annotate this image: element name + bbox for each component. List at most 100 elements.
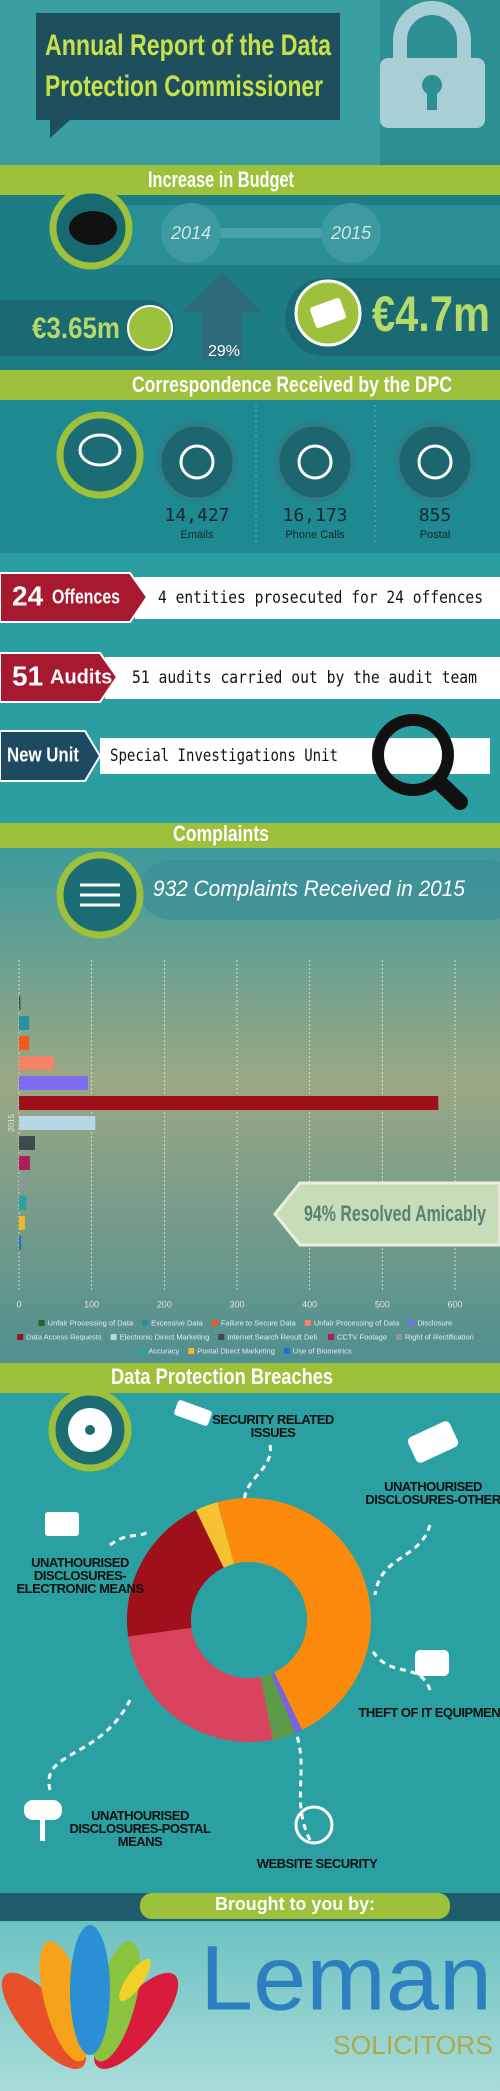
- section-title: Data Protection Breaches: [111, 1364, 333, 1389]
- resolved: 94% Resolved Amicably: [304, 1201, 487, 1226]
- year: 2015: [330, 223, 372, 243]
- bar: [19, 1076, 89, 1090]
- amount-pill: [0, 300, 175, 356]
- bar: [19, 1036, 30, 1050]
- legend-label: Postal Direct Marketing: [197, 1346, 275, 1355]
- title-box: [36, 13, 340, 138]
- lock-hole: [427, 88, 437, 110]
- legend-label: Internet Search Result Deli.: [227, 1332, 319, 1341]
- headline-bubble: [140, 860, 500, 920]
- amount: €3.65m: [32, 312, 120, 345]
- legend-swatch: [218, 1334, 225, 1340]
- legend-label: Right of Rectification: [405, 1332, 474, 1341]
- legend-label: Unfair Processing of Data: [48, 1318, 134, 1327]
- bar: [19, 1056, 54, 1070]
- legend-swatch: [283, 1348, 290, 1354]
- slice-label: UNATHOURISED DISCLOSURES-ELECTRONIC MEAN…: [16, 1555, 144, 1596]
- text-box: [100, 738, 490, 774]
- legend-label: Accuracy: [148, 1346, 179, 1355]
- legend-swatch: [17, 1334, 24, 1340]
- label-tag: [0, 730, 102, 782]
- bar: [19, 1096, 439, 1110]
- band: [0, 1363, 500, 1393]
- year-circle: [161, 203, 221, 263]
- count: 855: [419, 505, 452, 526]
- legend-swatch: [188, 1348, 195, 1354]
- donut-chart: [127, 1498, 371, 1742]
- bar-chart: 0 100 200 300 400 500 600 2015 Unfair Processing…: [7, 960, 474, 1355]
- slice-label: SECURITY RELATED ISSUES: [212, 1412, 334, 1440]
- bar: [19, 1136, 35, 1150]
- x-tick-label: 500: [375, 1299, 390, 1309]
- bar: [19, 1016, 30, 1030]
- headline: 932 Complaints Received in 2015: [153, 876, 466, 901]
- lock-shackle: [393, 1, 471, 60]
- legend-label: Unfair Processing of Data: [314, 1318, 400, 1327]
- x-tick-label: 100: [84, 1299, 99, 1309]
- row-text: 4 entities prosecuted for 24 offences: [158, 588, 483, 608]
- x-tick-label: 0: [16, 1299, 21, 1309]
- bar: [19, 1176, 27, 1190]
- x-tick-label: 400: [302, 1299, 317, 1309]
- count: 14,427: [164, 505, 229, 526]
- donut-hole: [191, 1562, 307, 1678]
- bar: [19, 1236, 22, 1250]
- bar: [19, 1216, 25, 1230]
- radiation-icon: [85, 1425, 95, 1435]
- legend-swatch: [304, 1320, 311, 1326]
- count: 16,173: [282, 505, 347, 526]
- donut-slice: [127, 1510, 224, 1637]
- row-text: Special Investigations Unit: [110, 746, 338, 766]
- title-line: Protection Commissioner: [45, 70, 323, 103]
- icon: [297, 444, 333, 480]
- brand: Leman: [200, 1927, 492, 2029]
- y-tick-label: 2015: [7, 1114, 16, 1132]
- year-circle: [321, 203, 381, 263]
- legend-swatch: [38, 1320, 45, 1326]
- logo: [1, 1925, 179, 2069]
- icon: [417, 444, 453, 480]
- piggy: [69, 211, 117, 245]
- slice-label: UNATHOURISED DISCLOSURES-OTHER: [365, 1479, 500, 1507]
- magnifier: [372, 714, 454, 796]
- legend-label: CCTV Footage: [337, 1332, 387, 1341]
- slice-label: WEBSITE SECURITY: [256, 1856, 378, 1871]
- section-title: Correspondence Received by the DPC: [132, 372, 452, 397]
- section-title: Increase in Budget: [148, 167, 294, 192]
- speech-circle: [56, 411, 144, 499]
- legend-swatch: [396, 1334, 403, 1340]
- resolved-tag: [273, 1181, 500, 1247]
- legend-label: Use of Biometrics: [293, 1346, 352, 1355]
- row-number: 24: [12, 580, 44, 611]
- row-label: Audits: [50, 666, 112, 688]
- card: [310, 298, 346, 328]
- speech-icon: [78, 433, 122, 467]
- bar: [19, 996, 21, 1010]
- bar: [19, 1116, 96, 1130]
- donut-slice: [195, 1502, 234, 1568]
- year: 2014: [170, 223, 211, 243]
- legend-label: Electronic Direct Marketing: [120, 1332, 210, 1341]
- text-box: [105, 657, 500, 699]
- donut-slice: [260, 1673, 296, 1740]
- donut-slice: [128, 1627, 274, 1742]
- icon-circle: [394, 421, 476, 503]
- legend-swatch: [110, 1334, 117, 1340]
- legend-label: Failure to Secure Data: [221, 1318, 297, 1327]
- legend-swatch: [139, 1348, 146, 1354]
- legend-swatch: [408, 1320, 415, 1326]
- breach-icons: [24, 1400, 459, 1845]
- row-label: New Unit: [7, 744, 79, 766]
- tagline: SOLICITORS: [333, 2030, 493, 2060]
- legend-label: Disclosure: [417, 1318, 452, 1327]
- intro-pill: [140, 1893, 450, 1919]
- label-tag: [0, 572, 149, 623]
- count-label: Postal: [420, 529, 451, 541]
- x-tick-label: 200: [157, 1299, 172, 1309]
- count-label: Phone Calls: [285, 529, 345, 541]
- intro: Brought to you by:: [215, 1894, 375, 1914]
- row-number: 51: [12, 660, 43, 691]
- list-icon: [80, 883, 120, 907]
- increase-arrow: [182, 272, 262, 360]
